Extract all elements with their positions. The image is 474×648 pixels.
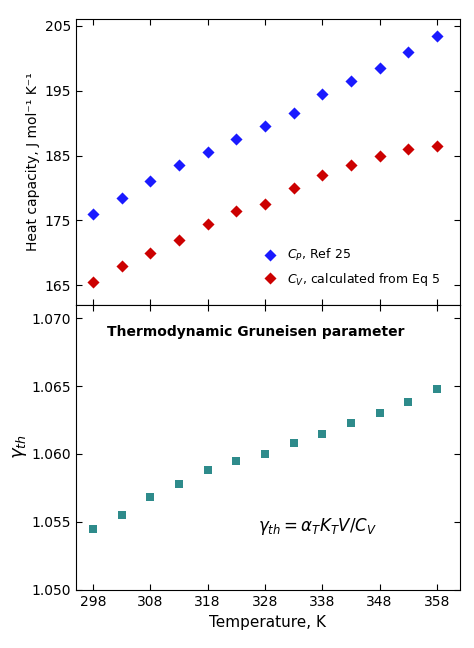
Point xyxy=(175,479,183,489)
Point xyxy=(404,144,412,154)
Point xyxy=(433,384,441,394)
Point xyxy=(290,108,297,119)
X-axis label: Temperature, K: Temperature, K xyxy=(210,616,326,631)
Text: $\gamma_{th} = \alpha_T K_T V / C_V$: $\gamma_{th} = \alpha_T K_T V / C_V$ xyxy=(258,516,377,537)
Point xyxy=(146,248,154,258)
Point xyxy=(433,30,441,41)
Point xyxy=(89,209,97,219)
Point xyxy=(118,192,126,203)
Point xyxy=(204,147,211,157)
Point xyxy=(261,448,269,459)
Point xyxy=(261,199,269,209)
Point xyxy=(290,183,297,193)
Point xyxy=(404,397,412,408)
Point xyxy=(319,89,326,99)
Point xyxy=(204,218,211,229)
Point xyxy=(319,170,326,180)
Point xyxy=(347,417,355,428)
Point xyxy=(175,160,183,170)
Point xyxy=(118,260,126,271)
Point xyxy=(347,76,355,86)
Point xyxy=(204,465,211,476)
Point xyxy=(118,510,126,520)
Point xyxy=(290,438,297,448)
Text: Thermodynamic Gruneisen parameter: Thermodynamic Gruneisen parameter xyxy=(107,325,404,338)
Point xyxy=(146,492,154,503)
Point xyxy=(89,277,97,287)
Point xyxy=(376,408,383,419)
Point xyxy=(347,160,355,170)
Y-axis label: Heat capacity, J mol⁻¹ K⁻¹: Heat capacity, J mol⁻¹ K⁻¹ xyxy=(27,73,40,251)
Point xyxy=(233,205,240,216)
Point xyxy=(319,428,326,439)
Legend: $C_P$, Ref 25, $C_V$, calculated from Eq 5: $C_P$, Ref 25, $C_V$, calculated from Eq… xyxy=(252,242,446,293)
Point xyxy=(376,150,383,161)
Point xyxy=(233,134,240,145)
Point xyxy=(175,235,183,245)
Point xyxy=(404,47,412,57)
Point xyxy=(89,524,97,534)
Point xyxy=(146,176,154,187)
Point xyxy=(233,456,240,466)
Point xyxy=(261,121,269,132)
Point xyxy=(376,63,383,73)
Y-axis label: $\gamma_{th}$: $\gamma_{th}$ xyxy=(10,435,28,459)
Point xyxy=(433,141,441,151)
